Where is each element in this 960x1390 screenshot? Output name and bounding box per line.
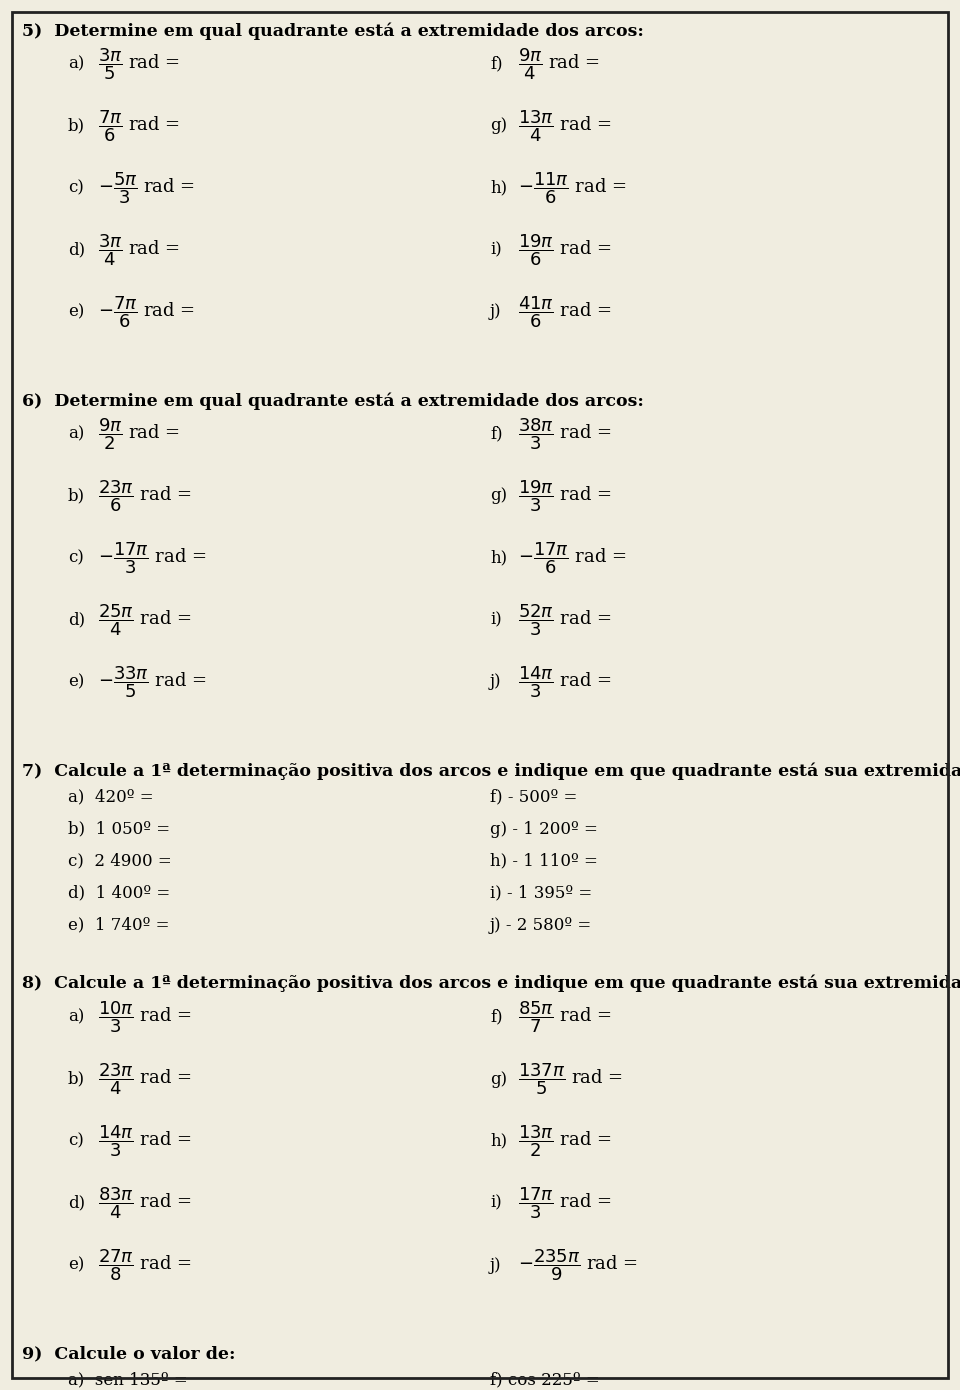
Text: e)  1 740º =: e) 1 740º = [68,916,170,934]
Text: $-\dfrac{11\pi}{6}$ rad =: $-\dfrac{11\pi}{6}$ rad = [518,170,627,206]
Text: a): a) [68,425,84,442]
Text: i) - 1 395º =: i) - 1 395º = [490,884,592,902]
Text: e): e) [68,674,84,691]
Text: c)  2 4900 =: c) 2 4900 = [68,852,172,870]
Text: $\dfrac{38\pi}{3}$ rad =: $\dfrac{38\pi}{3}$ rad = [518,416,612,452]
Text: h): h) [490,549,507,567]
Text: 5)  Determine em qual quadrante está a extremidade dos arcos:: 5) Determine em qual quadrante está a ex… [22,22,644,39]
Text: $-\dfrac{5\pi}{3}$ rad =: $-\dfrac{5\pi}{3}$ rad = [98,170,195,206]
Text: c): c) [68,179,84,196]
Text: $\dfrac{9\pi}{2}$ rad =: $\dfrac{9\pi}{2}$ rad = [98,416,180,452]
Text: $\dfrac{137\pi}{5}$ rad =: $\dfrac{137\pi}{5}$ rad = [518,1061,623,1097]
Text: $-\dfrac{17\pi}{3}$ rad =: $-\dfrac{17\pi}{3}$ rad = [98,541,206,575]
Text: $\dfrac{13\pi}{2}$ rad =: $\dfrac{13\pi}{2}$ rad = [518,1123,612,1159]
Text: $\dfrac{23\pi}{4}$ rad =: $\dfrac{23\pi}{4}$ rad = [98,1061,191,1097]
Text: $\dfrac{14\pi}{3}$ rad =: $\dfrac{14\pi}{3}$ rad = [518,664,612,699]
Text: i): i) [490,612,502,628]
Text: e): e) [68,303,84,321]
Text: $-\dfrac{235\pi}{9}$ rad =: $-\dfrac{235\pi}{9}$ rad = [518,1247,638,1283]
Text: d): d) [68,612,85,628]
Text: $-\dfrac{17\pi}{6}$ rad =: $-\dfrac{17\pi}{6}$ rad = [518,541,627,575]
Text: a): a) [68,56,84,72]
Text: d): d) [68,242,85,259]
Text: $\dfrac{83\pi}{4}$ rad =: $\dfrac{83\pi}{4}$ rad = [98,1186,191,1220]
Text: $\dfrac{3\pi}{5}$ rad =: $\dfrac{3\pi}{5}$ rad = [98,46,180,82]
Text: g): g) [490,1070,507,1087]
Text: $\dfrac{13\pi}{4}$ rad =: $\dfrac{13\pi}{4}$ rad = [518,108,612,143]
Text: h) - 1 110º =: h) - 1 110º = [490,852,598,870]
Text: b): b) [68,488,85,505]
Text: 6)  Determine em qual quadrante está a extremidade dos arcos:: 6) Determine em qual quadrante está a ex… [22,392,644,410]
Text: j): j) [490,674,502,691]
Text: a)  sen 135º =: a) sen 135º = [68,1372,188,1389]
Text: d)  1 400º =: d) 1 400º = [68,884,170,902]
Text: f) cos 225º =: f) cos 225º = [490,1372,600,1389]
Text: $-\dfrac{7\pi}{6}$ rad =: $-\dfrac{7\pi}{6}$ rad = [98,295,195,329]
Text: h): h) [490,1133,507,1150]
Text: f): f) [490,1009,503,1026]
Text: a)  420º =: a) 420º = [68,788,154,805]
Text: e): e) [68,1257,84,1273]
Text: 7)  Calcule a 1ª determinação positiva dos arcos e indique em que quadrante está: 7) Calcule a 1ª determinação positiva do… [22,762,960,780]
Text: a): a) [68,1009,84,1026]
Text: $\dfrac{14\pi}{3}$ rad =: $\dfrac{14\pi}{3}$ rad = [98,1123,191,1159]
Text: $-\dfrac{33\pi}{5}$ rad =: $-\dfrac{33\pi}{5}$ rad = [98,664,206,699]
Text: f) - 500º =: f) - 500º = [490,788,577,805]
Text: f): f) [490,56,503,72]
Text: j) - 2 580º =: j) - 2 580º = [490,916,592,934]
Text: $\dfrac{17\pi}{3}$ rad =: $\dfrac{17\pi}{3}$ rad = [518,1186,612,1220]
Text: $\dfrac{19\pi}{3}$ rad =: $\dfrac{19\pi}{3}$ rad = [518,478,612,514]
Text: c): c) [68,1133,84,1150]
Text: 9)  Calcule o valor de:: 9) Calcule o valor de: [22,1346,235,1362]
Text: b): b) [68,1070,85,1087]
Text: $\dfrac{27\pi}{8}$ rad =: $\dfrac{27\pi}{8}$ rad = [98,1247,191,1283]
Text: $\dfrac{3\pi}{4}$ rad =: $\dfrac{3\pi}{4}$ rad = [98,232,180,268]
Text: $\dfrac{23\pi}{6}$ rad =: $\dfrac{23\pi}{6}$ rad = [98,478,191,514]
Text: $\dfrac{52\pi}{3}$ rad =: $\dfrac{52\pi}{3}$ rad = [518,602,612,638]
Text: b): b) [68,118,85,135]
Text: j): j) [490,1257,502,1273]
Text: f): f) [490,425,503,442]
Text: j): j) [490,303,502,321]
Text: g): g) [490,118,507,135]
Text: b)  1 050º =: b) 1 050º = [68,820,170,838]
Text: d): d) [68,1194,85,1212]
Text: h): h) [490,179,507,196]
Text: i): i) [490,242,502,259]
Text: g) - 1 200º =: g) - 1 200º = [490,820,598,838]
Text: $\dfrac{19\pi}{6}$ rad =: $\dfrac{19\pi}{6}$ rad = [518,232,612,268]
Text: $\dfrac{85\pi}{7}$ rad =: $\dfrac{85\pi}{7}$ rad = [518,999,612,1034]
Text: i): i) [490,1194,502,1212]
Text: $\dfrac{25\pi}{4}$ rad =: $\dfrac{25\pi}{4}$ rad = [98,602,191,638]
Text: $\dfrac{41\pi}{6}$ rad =: $\dfrac{41\pi}{6}$ rad = [518,295,612,329]
Text: g): g) [490,488,507,505]
Text: 8)  Calcule a 1ª determinação positiva dos arcos e indique em que quadrante está: 8) Calcule a 1ª determinação positiva do… [22,974,960,992]
Text: $\dfrac{7\pi}{6}$ rad =: $\dfrac{7\pi}{6}$ rad = [98,108,180,143]
Text: c): c) [68,549,84,567]
Text: $\dfrac{9\pi}{4}$ rad =: $\dfrac{9\pi}{4}$ rad = [518,46,600,82]
Text: $\dfrac{10\pi}{3}$ rad =: $\dfrac{10\pi}{3}$ rad = [98,999,191,1034]
